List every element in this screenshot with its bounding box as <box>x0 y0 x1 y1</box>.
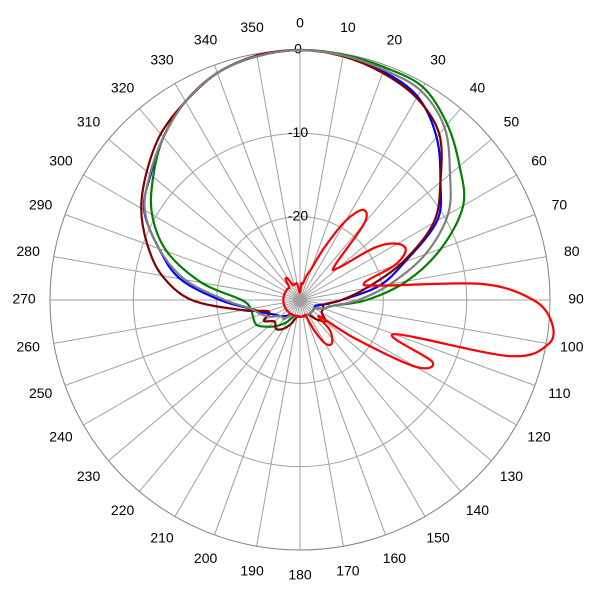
angle-label: 300 <box>49 153 73 169</box>
spoke <box>299 299 386 536</box>
angle-label: 220 <box>111 502 135 518</box>
angle-label: 150 <box>426 530 450 546</box>
r-tick-label: 0 <box>294 41 302 57</box>
spoke <box>299 64 386 301</box>
r-tick-label: -10 <box>288 124 308 140</box>
pattern-curve <box>282 208 555 370</box>
angle-label: 160 <box>383 550 407 566</box>
angle-label: 260 <box>17 339 41 355</box>
spoke <box>214 299 301 536</box>
angle-label: 320 <box>111 79 135 95</box>
angle-label: 100 <box>560 339 584 355</box>
spoke <box>108 138 301 301</box>
angle-label: 70 <box>552 196 568 212</box>
spoke <box>138 299 301 492</box>
spoke <box>53 256 301 301</box>
angle-label: 110 <box>548 385 571 401</box>
spoke <box>256 299 301 547</box>
angle-label: 270 <box>12 291 36 307</box>
spoke <box>299 299 517 426</box>
spoke <box>174 83 301 301</box>
angle-label: 30 <box>430 52 446 68</box>
spoke <box>299 299 492 462</box>
angle-label: 20 <box>387 31 403 47</box>
spoke <box>214 64 301 301</box>
spoke <box>299 299 426 517</box>
spoke <box>299 214 536 301</box>
r-tick-label: -20 <box>288 207 308 223</box>
angle-label: 240 <box>49 429 73 445</box>
angle-label: 230 <box>77 468 101 484</box>
spoke <box>53 299 301 344</box>
angle-label: 90 <box>568 291 584 307</box>
angle-label: 60 <box>531 153 547 169</box>
angle-label: 340 <box>194 31 218 47</box>
spoke <box>83 174 301 301</box>
angle-label: 310 <box>77 113 101 129</box>
angle-label: 80 <box>564 243 580 259</box>
spoke <box>64 214 301 301</box>
angle-label: 50 <box>504 113 520 129</box>
spoke <box>299 299 547 344</box>
angle-label: 140 <box>466 502 490 518</box>
angle-label: 330 <box>150 52 174 68</box>
angle-label: 0 <box>296 15 304 31</box>
ring <box>132 132 468 468</box>
spoke <box>299 256 547 301</box>
angle-label: 210 <box>150 530 174 546</box>
angle-label: 10 <box>340 19 356 35</box>
angle-label: 120 <box>527 429 551 445</box>
spoke <box>138 108 301 301</box>
angle-label: 350 <box>240 19 264 35</box>
angle-label: 190 <box>240 563 264 579</box>
angle-label: 180 <box>288 567 312 583</box>
spoke <box>256 53 301 301</box>
angle-label: 130 <box>500 468 524 484</box>
pattern-curve <box>143 48 452 321</box>
angle-label: 280 <box>17 243 41 259</box>
spoke <box>299 53 344 301</box>
spoke <box>174 299 301 517</box>
angle-label: 170 <box>336 563 360 579</box>
angle-label: 290 <box>29 196 53 212</box>
angle-label: 40 <box>470 79 486 95</box>
spoke <box>299 108 462 301</box>
pattern-curve <box>142 48 443 318</box>
angle-label: 200 <box>194 550 218 566</box>
spoke <box>299 83 426 301</box>
spoke <box>299 299 462 492</box>
spoke <box>299 299 344 547</box>
angle-label: 250 <box>29 385 53 401</box>
spoke <box>299 174 517 301</box>
spoke <box>299 299 536 386</box>
ring <box>216 216 384 384</box>
